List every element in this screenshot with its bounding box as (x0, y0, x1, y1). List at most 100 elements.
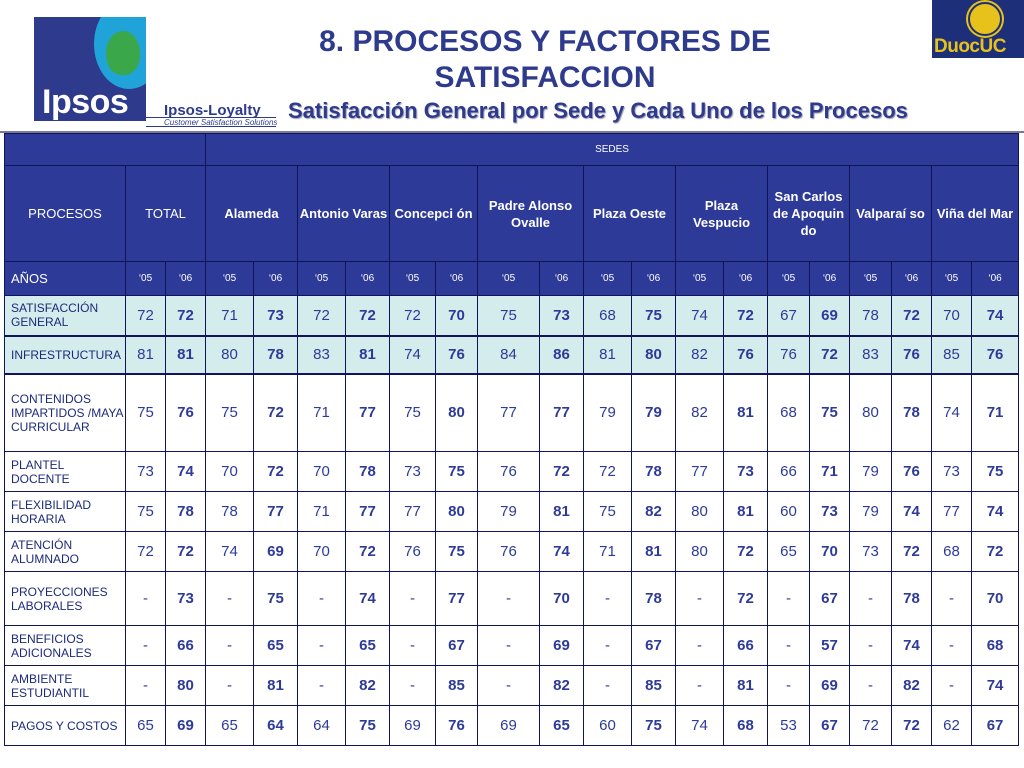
value-cell: 80 (849, 373, 893, 452)
year-header: ‘06 (891, 261, 933, 296)
value-cell: 76 (435, 335, 479, 375)
value-cell: 69 (809, 295, 851, 337)
table-row: AMBIENTE ESTUDIANTIL -80-81-82-85-82-85-8… (4, 665, 1020, 706)
value-cell: 79 (849, 491, 893, 532)
value-cell: 81 (723, 491, 769, 532)
value-cell: 74 (389, 335, 437, 375)
value-cell: - (583, 625, 633, 666)
process-label: PROYECCIONES LABORALES (4, 571, 126, 626)
value-cell: 60 (583, 705, 633, 746)
value-cell: 76 (435, 705, 479, 746)
page-title: 8. PROCESOS Y FACTORES DE SATISFACCION (319, 25, 771, 94)
value-cell: 71 (205, 295, 255, 337)
value-cell: 76 (891, 451, 933, 492)
sede-header: Antonio Varas (297, 165, 391, 262)
year-header: ‘06 (723, 261, 769, 296)
value-cell: 72 (125, 531, 166, 572)
year-header: ‘06 (164, 261, 207, 296)
value-cell: 72 (891, 531, 933, 572)
value-cell: 85 (435, 665, 479, 706)
value-cell: 75 (631, 705, 677, 746)
year-header: ‘05 (931, 261, 973, 296)
value-cell: 72 (389, 295, 437, 337)
value-cell: - (477, 571, 541, 626)
value-cell: 68 (583, 295, 633, 337)
value-cell: 74 (891, 491, 933, 532)
value-cell: 74 (539, 531, 585, 572)
year-header: ‘05 (125, 261, 166, 296)
value-cell: - (583, 571, 633, 626)
value-cell: 69 (477, 705, 541, 746)
value-cell: 78 (164, 491, 207, 532)
value-cell: 76 (767, 335, 811, 375)
value-cell: 81 (345, 335, 391, 375)
value-cell: - (931, 665, 973, 706)
value-cell: 57 (809, 625, 851, 666)
duoc-seal-icon (968, 2, 1002, 36)
value-cell: 73 (253, 295, 299, 337)
value-cell: 76 (164, 373, 207, 452)
value-cell: 64 (297, 705, 347, 746)
header-divider (0, 131, 1024, 133)
value-cell: 77 (675, 451, 725, 492)
duoc-logo: DuocUC (932, 0, 1024, 58)
table-row: SATISFACCIÓN GENERAL 72 72 71 73 72 72 72 70 75 73… (4, 295, 1020, 337)
value-cell: 70 (931, 295, 973, 337)
year-header: ‘05 (675, 261, 725, 296)
value-cell: 73 (164, 571, 207, 626)
value-cell: 64 (253, 705, 299, 746)
value-cell: - (931, 571, 973, 626)
value-cell: 81 (723, 373, 769, 452)
value-cell: 83 (297, 335, 347, 375)
value-cell: - (205, 625, 255, 666)
sede-header: San Carlos de Apoquin do (767, 165, 851, 262)
value-cell: 78 (253, 335, 299, 375)
value-cell: 80 (631, 335, 677, 375)
value-cell: 65 (253, 625, 299, 666)
value-cell: 78 (631, 571, 677, 626)
value-cell: 74 (971, 491, 1020, 532)
value-cell: 74 (931, 373, 973, 452)
value-cell: 72 (253, 451, 299, 492)
value-cell: 74 (205, 531, 255, 572)
value-cell: 75 (253, 571, 299, 626)
value-cell: 67 (809, 705, 851, 746)
sede-header: Viña del Mar (931, 165, 1020, 262)
table-row: ATENCIÓN ALUMNADO 72 72 74 69 70 72 76 75 76 74 71 8… (4, 531, 1020, 572)
value-cell: - (477, 625, 541, 666)
ipsos-loyalty-tagline: Customer Satisfaction Solutions (164, 118, 278, 127)
value-cell: 70 (971, 571, 1020, 626)
value-cell: - (297, 665, 347, 706)
value-cell: - (125, 571, 166, 626)
value-cell: 74 (164, 451, 207, 492)
value-cell: 78 (345, 451, 391, 492)
value-cell: 74 (971, 295, 1020, 337)
value-cell: 82 (675, 335, 725, 375)
value-cell: 71 (971, 373, 1020, 452)
value-cell: 75 (125, 491, 166, 532)
sede-header: Plaza Oeste (583, 165, 677, 262)
value-cell: - (849, 665, 893, 706)
value-cell: - (675, 625, 725, 666)
value-cell: 53 (767, 705, 811, 746)
value-cell: 75 (125, 373, 166, 452)
year-header: ‘05 (205, 261, 255, 296)
process-label: INFRESTRUCTURA (4, 335, 126, 375)
duoc-logo-word: DuocUC (934, 36, 1006, 57)
value-cell: 80 (205, 335, 255, 375)
value-cell: 73 (809, 491, 851, 532)
sede-header: Concepci ón (389, 165, 479, 262)
satisfaction-table: SEDES PROCESOS TOTAL Alameda Antonio Vara… (3, 133, 1020, 746)
value-cell: 65 (205, 705, 255, 746)
value-cell: 75 (477, 295, 541, 337)
value-cell: 85 (931, 335, 973, 375)
value-cell: 70 (539, 571, 585, 626)
value-cell: 67 (435, 625, 479, 666)
value-cell: 77 (389, 491, 437, 532)
sede-header: Alameda (205, 165, 299, 262)
value-cell: 66 (723, 625, 769, 666)
value-cell: 71 (297, 491, 347, 532)
table-row: CONTENIDOS IMPARTIDOS /MAYA CURRICULAR 75… (4, 373, 1020, 452)
value-cell: 81 (631, 531, 677, 572)
value-cell: 65 (345, 625, 391, 666)
